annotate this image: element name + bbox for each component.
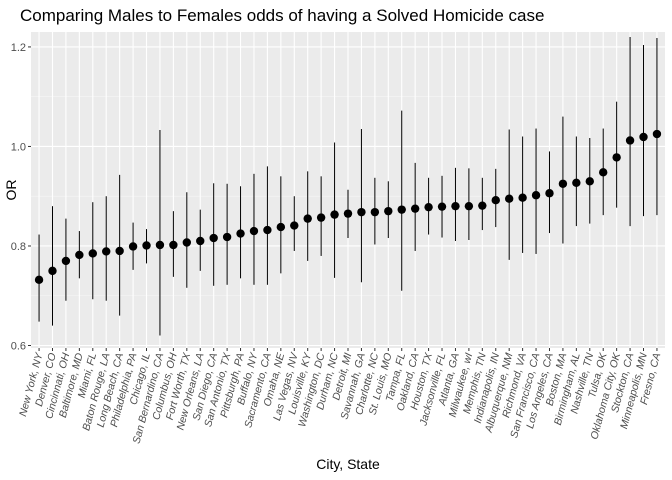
data-point	[357, 207, 366, 217]
x-axis-title: City, State	[316, 456, 380, 472]
data-point	[478, 201, 487, 210]
data-point	[451, 201, 460, 211]
data-point	[343, 209, 353, 218]
data-point	[169, 240, 178, 250]
data-point	[61, 256, 71, 266]
data-point	[558, 179, 568, 188]
data-point	[276, 222, 286, 232]
data-point	[75, 250, 84, 260]
data-point	[142, 241, 151, 250]
data-points	[34, 129, 662, 285]
data-point	[464, 201, 474, 211]
y-tick-label: 0.8	[11, 241, 26, 253]
data-point	[290, 221, 299, 230]
data-point	[585, 177, 594, 186]
y-tick-label: 1.2	[11, 42, 26, 54]
data-point	[652, 129, 662, 139]
data-point	[639, 132, 648, 142]
data-point	[115, 246, 124, 256]
data-point	[236, 229, 245, 238]
data-point	[518, 193, 527, 202]
y-axis-ticks: 0.6 0.8 1.0 1.2	[11, 42, 31, 353]
data-point	[48, 266, 57, 276]
data-point	[599, 168, 608, 177]
data-point	[196, 236, 205, 246]
data-point	[88, 249, 97, 258]
data-point	[545, 189, 554, 198]
data-point	[572, 178, 581, 187]
data-point	[504, 194, 514, 203]
y-tick-label: 1.0	[11, 141, 26, 153]
data-point	[410, 204, 420, 213]
y-tick-label: 0.6	[11, 341, 26, 353]
data-point	[182, 238, 192, 247]
data-point	[222, 232, 232, 242]
y-axis-title: OR	[3, 180, 19, 201]
chart-title: Comparing Males to Females odds of havin…	[20, 6, 544, 25]
data-point	[424, 202, 433, 212]
data-point	[34, 275, 44, 285]
data-point	[128, 242, 138, 251]
data-point	[249, 226, 259, 236]
data-point	[316, 213, 326, 222]
data-point	[612, 153, 621, 162]
data-point	[263, 225, 272, 235]
data-point	[625, 136, 635, 145]
data-point	[370, 207, 380, 217]
data-point	[303, 214, 312, 223]
data-point	[531, 191, 541, 200]
data-point	[102, 247, 111, 256]
data-point	[397, 205, 406, 214]
data-point	[209, 233, 218, 243]
data-point	[330, 210, 339, 219]
data-point	[155, 240, 165, 250]
data-point	[491, 196, 500, 205]
data-point	[384, 206, 393, 216]
data-point	[437, 202, 447, 211]
